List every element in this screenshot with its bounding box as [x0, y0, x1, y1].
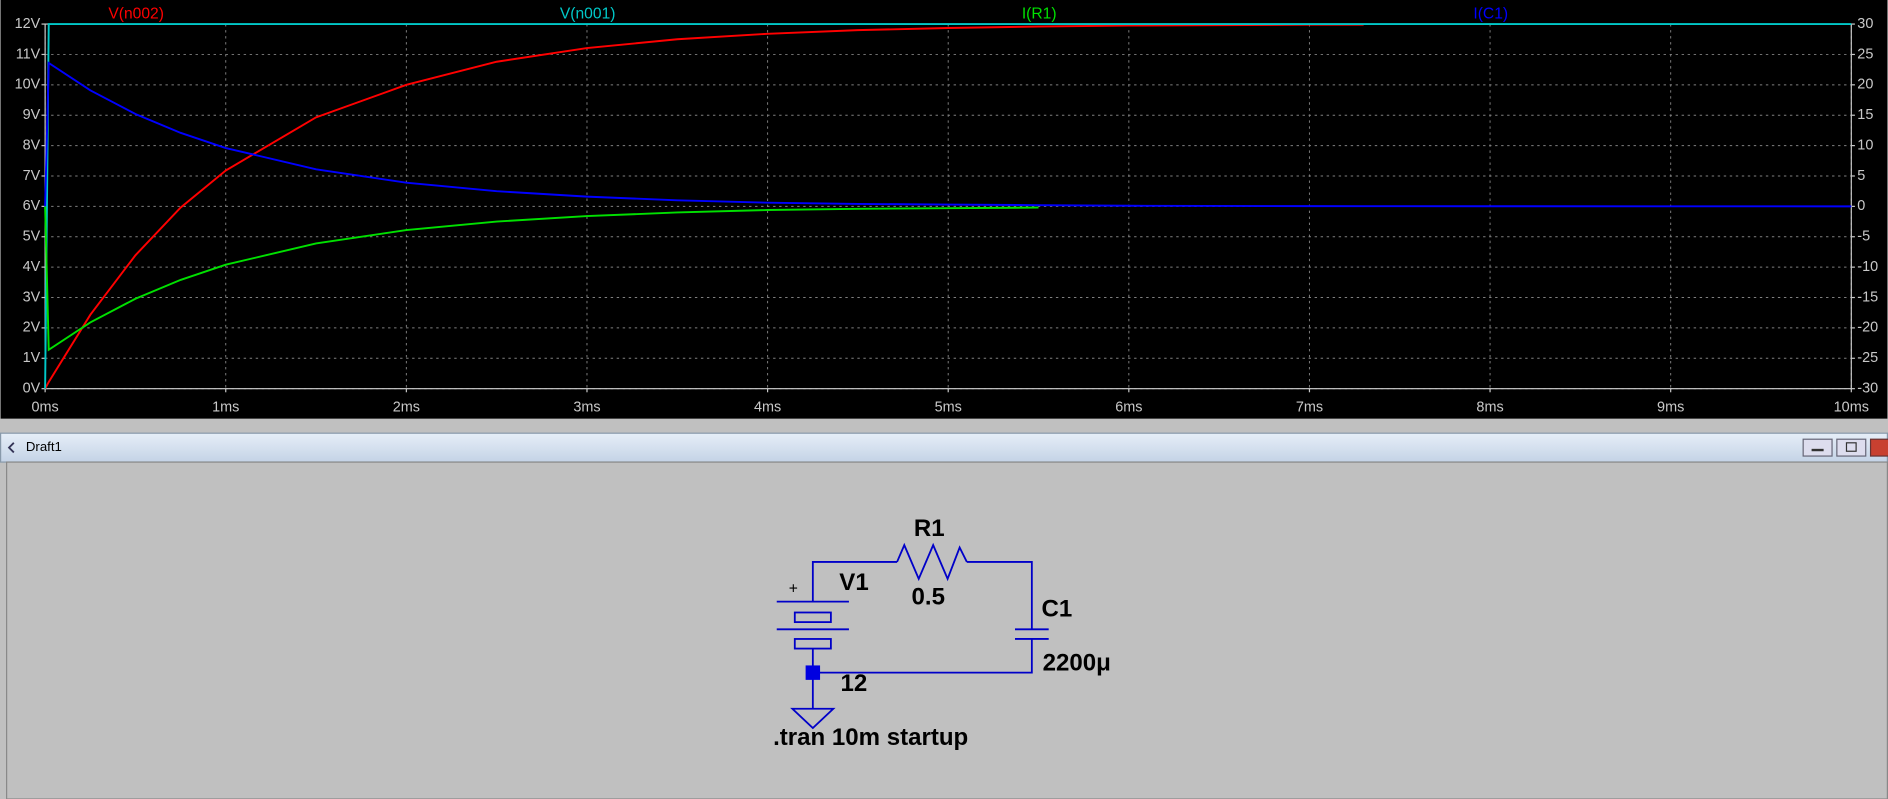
- x-tick-label: 1ms: [212, 400, 239, 416]
- legend-entry: V(n001): [560, 6, 616, 23]
- y-tick-label: 9V: [23, 107, 41, 123]
- y2-tick-label: -10: [1857, 259, 1878, 275]
- resistor-name: R1: [914, 515, 945, 542]
- ground: [790, 707, 836, 730]
- y2-tick-label: -30: [1857, 380, 1878, 396]
- y2-tick-label: -15: [1857, 289, 1878, 305]
- series-line: [44, 23, 1852, 389]
- plot-pane: [0, 0, 1888, 419]
- y2-tick-label: 10: [1857, 137, 1873, 153]
- wire: [966, 561, 1033, 630]
- y-tick-label: 1V: [23, 350, 41, 366]
- source-value: 12: [841, 670, 868, 697]
- x-tick-label: 0ms: [32, 400, 59, 416]
- y-tick-label: 5V: [23, 229, 41, 245]
- wire: [811, 561, 898, 602]
- minimize-button[interactable]: [1802, 438, 1833, 457]
- x-tick-label: 4ms: [754, 400, 781, 416]
- schematic-wires: [776, 542, 1049, 730]
- wire: [812, 638, 1033, 674]
- x-tick-label: 5ms: [935, 400, 962, 416]
- battery-cell: [793, 611, 832, 624]
- y2-tick-label: 5: [1857, 168, 1865, 184]
- legend-entry: I(C1): [1473, 6, 1508, 23]
- series-line: [44, 23, 1364, 390]
- resistor-value: 0.5: [912, 583, 945, 610]
- splitter: [0, 418, 1888, 429]
- source-name: V1: [839, 569, 868, 596]
- window-icon: [7, 442, 15, 454]
- window-title: Draft1: [26, 439, 62, 454]
- y-tick-label: 2V: [23, 320, 41, 336]
- plot: 0V 1V 2V 3V 4V 5V 6V 7V 8V 9V 10V 11V 12V -30 -25 -20 -1…: [15, 6, 1879, 416]
- y-tick-label: 0V: [23, 380, 41, 396]
- y2-tick-label: -25: [1857, 350, 1878, 366]
- directive: .tran 10m startup: [773, 724, 968, 751]
- maximize-icon: [1845, 442, 1857, 452]
- x-tick-label: 10ms: [1834, 400, 1869, 416]
- x-tick-label: 7ms: [1296, 400, 1323, 416]
- y2-tick-label: 30: [1857, 16, 1873, 32]
- x-tick-label: 8ms: [1476, 400, 1503, 416]
- resistor: [896, 542, 968, 582]
- schematic-canvas: [6, 461, 1888, 799]
- y-tick-label: 11V: [16, 46, 41, 62]
- window-title-bar: [0, 432, 1888, 463]
- capacitor-value: 2200μ: [1043, 650, 1111, 677]
- capacitor-name: C1: [1041, 595, 1072, 622]
- series-line: [44, 61, 1852, 208]
- legend-entry: I(R1): [1022, 6, 1057, 23]
- y-tick-label: 10V: [15, 77, 41, 93]
- y-tick-label: 7V: [23, 168, 41, 184]
- y-tick-label: 12V: [15, 16, 41, 32]
- y2-tick-label: 25: [1857, 46, 1873, 62]
- x-tick-label: 9ms: [1657, 400, 1684, 416]
- y2-tick-label: 0: [1857, 198, 1865, 214]
- x-tick-label: 6ms: [1115, 400, 1142, 416]
- x-tick-label: 2ms: [393, 400, 420, 416]
- y-tick-label: 3V: [23, 289, 41, 305]
- y2-tick-label: 20: [1857, 77, 1873, 93]
- x-tick-label: 3ms: [573, 400, 600, 416]
- y2-tick-label: 15: [1857, 107, 1873, 123]
- y-tick-label: 6V: [23, 198, 41, 214]
- series-line: [44, 206, 1039, 352]
- y2-tick-label: -20: [1857, 320, 1878, 336]
- close-button[interactable]: [1869, 438, 1888, 457]
- maximize-button[interactable]: [1836, 438, 1867, 457]
- legend-entry: V(n002): [108, 6, 164, 23]
- y2-tick-label: -5: [1857, 229, 1870, 245]
- polarity: +: [789, 581, 798, 598]
- y-tick-label: 4V: [23, 259, 41, 275]
- y-tick-label: 8V: [23, 137, 41, 153]
- junction: [805, 665, 821, 680]
